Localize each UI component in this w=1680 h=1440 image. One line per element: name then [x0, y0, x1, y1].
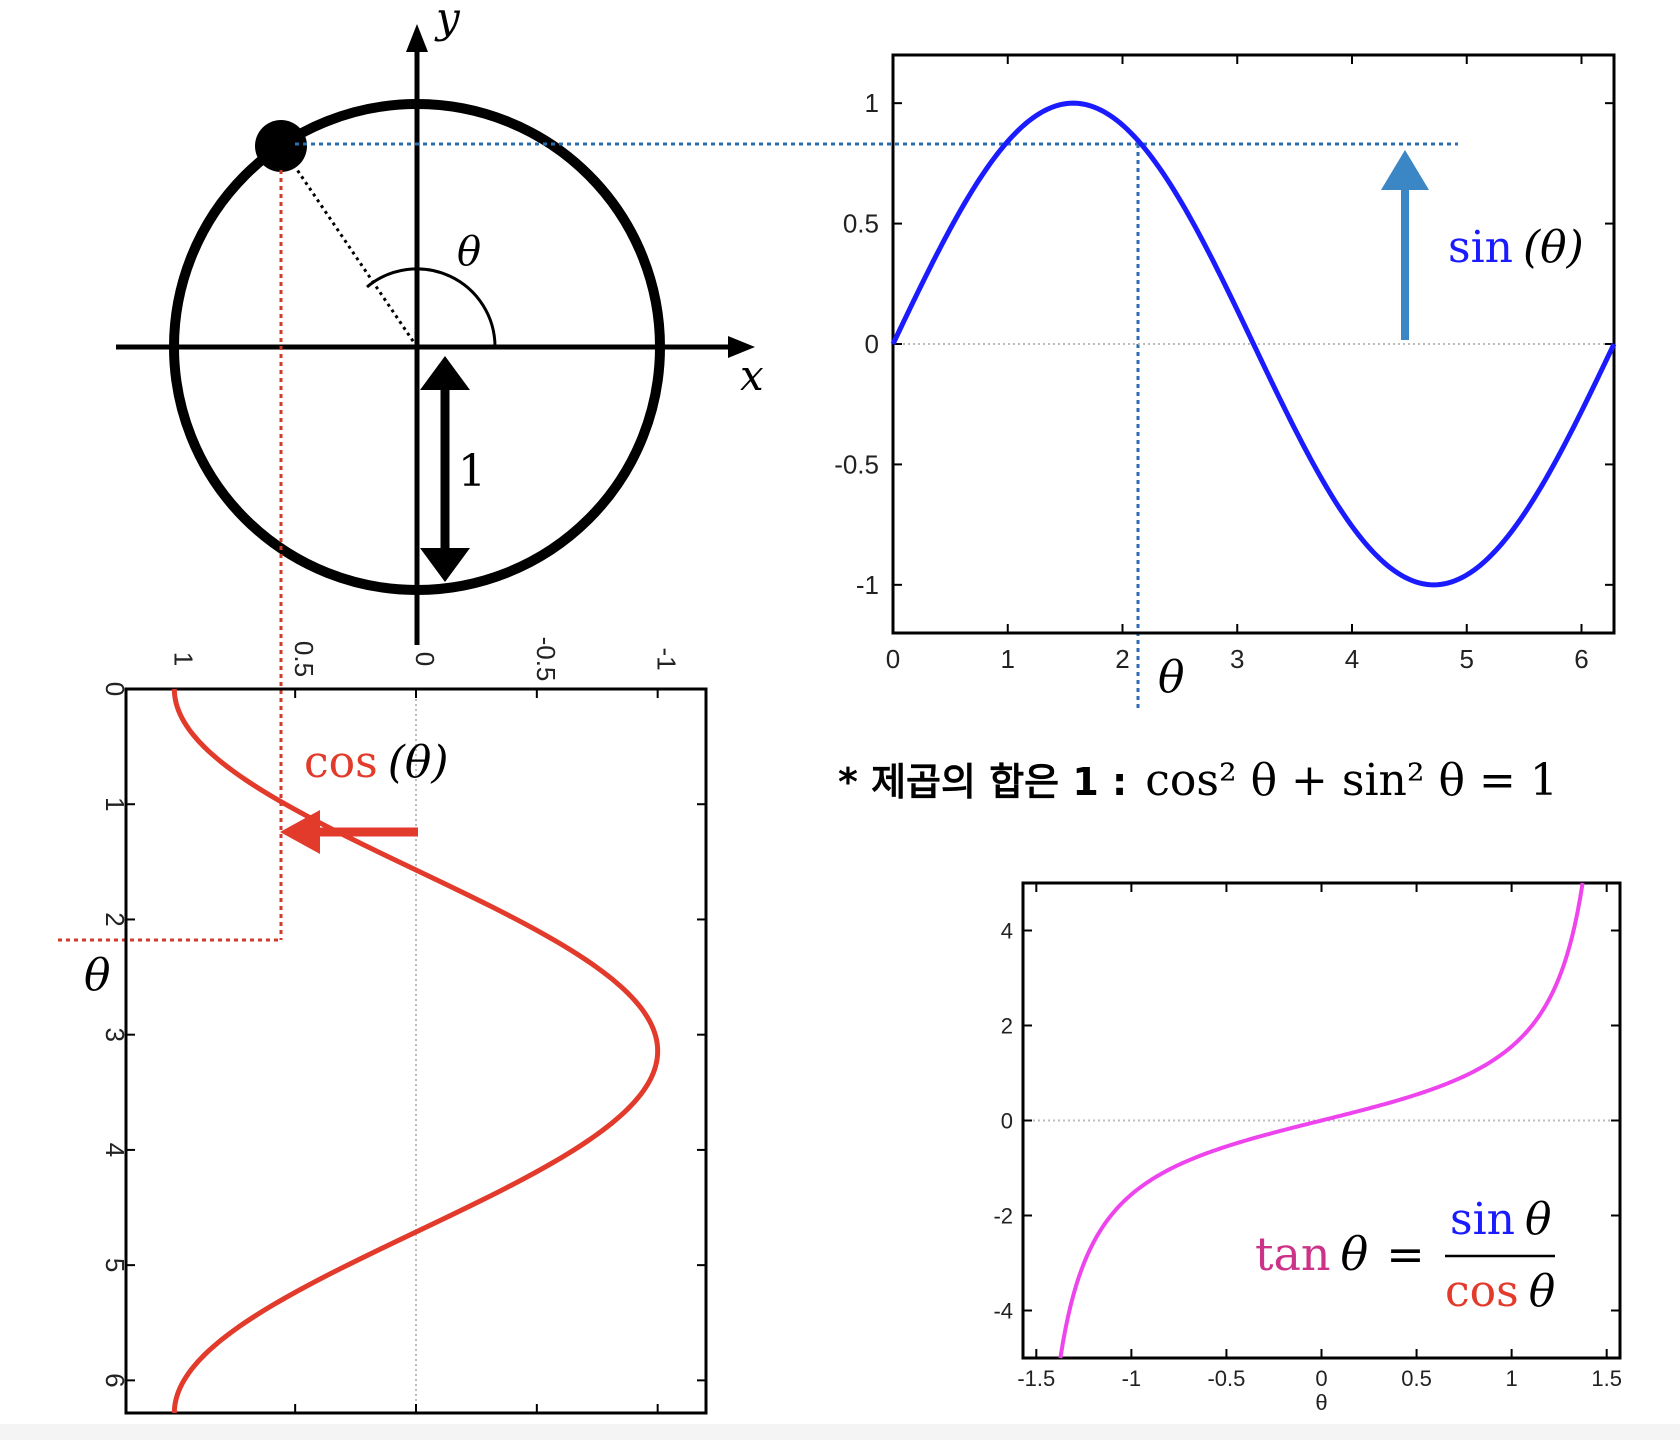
- sin-x-tick-label: 5: [1460, 644, 1474, 674]
- tan-chart: -1.5 -1 -0.5 0 0.5 1 1.5 -4 -2 0 2 4 θ: [993, 881, 1622, 1415]
- cos-arrow: [280, 810, 418, 854]
- cos-theta-tick-label: 4: [100, 1143, 130, 1157]
- sin-x-tick-label: 3: [1230, 644, 1244, 674]
- tan-formula-denominator: cos θ: [1445, 1266, 1555, 1317]
- tan-x-tick-label: 0.5: [1401, 1366, 1432, 1391]
- sin-theta-marker-label: θ: [1158, 652, 1185, 703]
- cos-theta-tick-label: 3: [100, 1027, 130, 1041]
- cos-theta-marker-label: θ: [84, 950, 111, 1001]
- radius-line: [279, 145, 419, 348]
- cos-label: cos (θ): [304, 737, 449, 788]
- y-axis-label: y: [434, 0, 461, 42]
- y-axis-arrowhead: [406, 24, 428, 52]
- cos-label-arg: (θ): [388, 737, 449, 788]
- tan-den-var: θ: [1529, 1266, 1556, 1317]
- sin-y-tick-label: 0: [865, 329, 879, 359]
- bottom-strip: [0, 1424, 1680, 1440]
- sin-label-fn: sin: [1448, 222, 1513, 273]
- tan-formula-lhs: tan θ =: [1255, 1227, 1425, 1281]
- cos-value-tick-label: -0.5: [531, 637, 561, 682]
- tan-curve: [1058, 882, 1585, 1359]
- tan-y-tick-label: 4: [1001, 919, 1013, 944]
- sin-y-tick-label: -1: [856, 570, 879, 600]
- sin-x-tick-label: 2: [1115, 644, 1129, 674]
- sin-y-tick-label: -0.5: [834, 449, 879, 479]
- sin-y-tick-label: 0.5: [843, 209, 879, 239]
- sin-x-tick-label: 4: [1345, 644, 1359, 674]
- tan-num-var: θ: [1525, 1194, 1552, 1245]
- sin-x-tick-label: 0: [886, 644, 900, 674]
- sin-arrow: [1381, 150, 1429, 340]
- x-axis-arrowhead: [728, 336, 755, 358]
- tan-y-tick-label: 0: [1001, 1109, 1013, 1134]
- sin-curve: [890, 100, 1617, 588]
- tan-y-tick-label: -4: [993, 1299, 1013, 1324]
- sin-y-tick-label: 1: [865, 88, 879, 118]
- tan-x-tick-label: -0.5: [1207, 1366, 1245, 1391]
- cos-curve: [171, 688, 661, 1414]
- tan-x-tick-label: 1: [1506, 1366, 1518, 1391]
- cos-theta-tick-label: 6: [100, 1373, 130, 1387]
- cos-chart: 0 1 2 3 4 5 6 -1 -0.5 0 0.5 1: [100, 637, 708, 1415]
- tan-formula: tan θ = sin θ cos θ: [1255, 1194, 1555, 1317]
- sin-label: sin (θ): [1448, 222, 1584, 273]
- cos-theta-tick-label: 2: [100, 912, 130, 926]
- tan-y-tick-label: -2: [993, 1204, 1013, 1229]
- guide-lines: [58, 142, 1458, 942]
- tan-lhs-var: θ: [1341, 1227, 1369, 1281]
- tan-x-axis-label: θ: [1315, 1390, 1327, 1415]
- sin-label-arg: (θ): [1523, 222, 1584, 273]
- cos-value-tick-label: 0: [410, 652, 440, 666]
- cos-value-tick-label: -1: [652, 647, 682, 670]
- tan-lhs-fn: tan: [1255, 1227, 1331, 1281]
- tan-x-tick-label: -1.5: [1017, 1366, 1055, 1391]
- x-axis-label: x: [740, 351, 764, 400]
- tan-num-fn: sin: [1450, 1194, 1515, 1245]
- identity-note: * 제곱의 합은 1 : cos² θ + sin² θ = 1: [838, 755, 1558, 806]
- cos-value-tick-label: 1: [168, 652, 198, 666]
- tan-x-tick-label: 1.5: [1591, 1366, 1622, 1391]
- circle-theta-label: θ: [457, 229, 481, 275]
- cos-theta-tick-label: 1: [100, 797, 130, 811]
- sin-x-tick-label: 6: [1574, 644, 1588, 674]
- tan-x-tick-label: 0: [1315, 1366, 1327, 1391]
- sin-x-tick-label: 1: [1001, 644, 1015, 674]
- tan-eq: =: [1386, 1227, 1425, 1281]
- identity-equation: cos² θ + sin² θ = 1: [1145, 755, 1558, 806]
- sin-chart: 0 1 2 3 4 5 6 -1 -0.5 0 0.5 1: [834, 53, 1617, 674]
- cos-theta-tick-label: 5: [100, 1258, 130, 1272]
- theta-arc: [366, 267, 497, 348]
- radius-label: 1: [458, 446, 486, 497]
- tan-x-tick-label: -1: [1122, 1366, 1142, 1391]
- unit-point: [255, 120, 307, 172]
- identity-note-prefix: * 제곱의 합은 1 :: [838, 760, 1127, 804]
- tan-formula-numerator: sin θ: [1450, 1194, 1552, 1245]
- cos-value-tick-label: 0.5: [289, 641, 319, 677]
- cos-label-fn: cos: [304, 737, 378, 788]
- radius-arrow: [420, 356, 470, 582]
- cos-theta-tick-label: 0: [100, 682, 130, 696]
- unit-circle-diagram: x y θ 1: [116, 0, 764, 645]
- tan-den-fn: cos: [1445, 1266, 1519, 1317]
- tan-y-tick-label: 2: [1001, 1014, 1013, 1039]
